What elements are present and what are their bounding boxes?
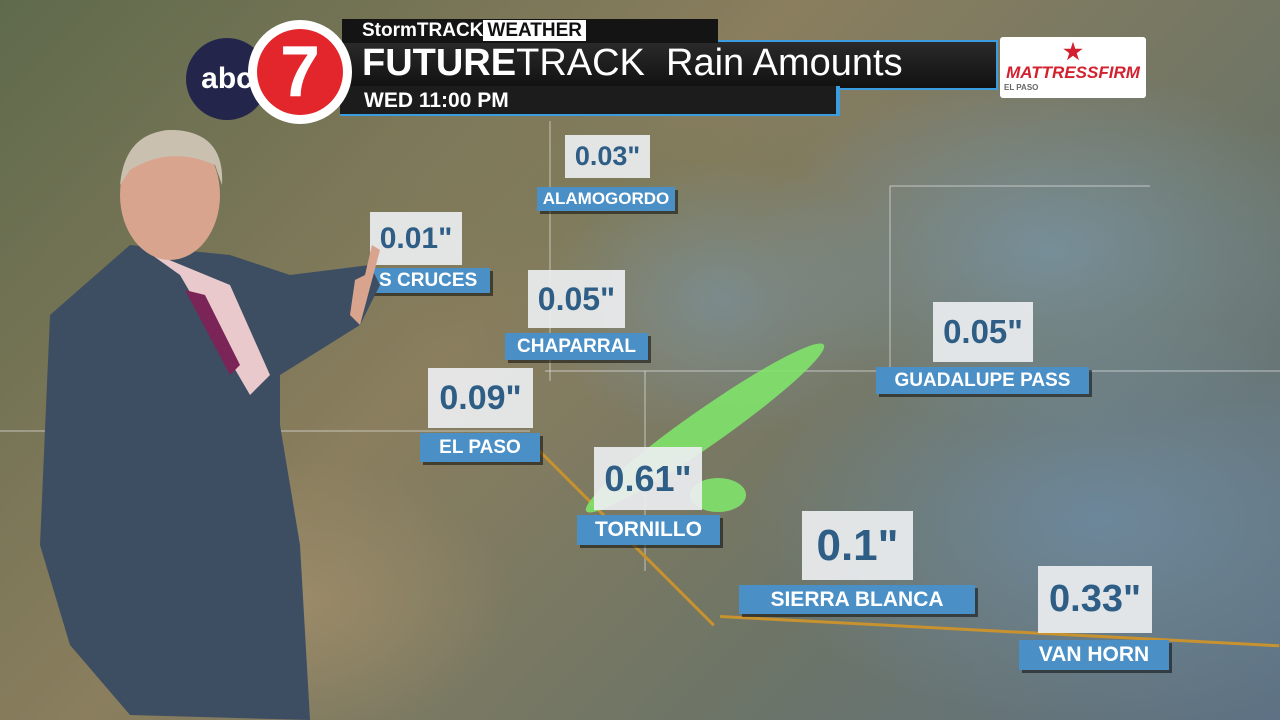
city-label-el-paso: EL PASO [420, 433, 540, 462]
brand-weather: WEATHER [483, 20, 587, 41]
rain-value-chaparral: 0.05" [528, 270, 625, 328]
title-track: TRACK [516, 42, 645, 84]
rain-value-alamogordo: 0.03" [565, 135, 650, 178]
sponsor-name: MATTRESSFIRM [1006, 63, 1140, 82]
title-future: FUTURE [362, 42, 517, 84]
channel-7-logo: 7 [248, 20, 352, 124]
city-label-chaparral: CHAPARRAL [505, 333, 648, 360]
rain-value-sierra-blanca: 0.1" [802, 511, 913, 580]
city-label-guadalupe-pass: GUADALUPE PASS [876, 367, 1089, 394]
city-label-sierra-blanca: SIERRA BLANCA [739, 585, 975, 614]
time-bar [340, 86, 840, 116]
forecast-time: WED 11:00 PM [364, 89, 509, 112]
county-border [890, 185, 1150, 187]
star-icon: ★ [1063, 39, 1083, 64]
sponsor-logo: ★ MATTRESSFIRM EL PASO [1000, 37, 1146, 98]
title-rain-amounts: Rain Amounts [666, 42, 903, 84]
city-label-van-horn: VAN HORN [1019, 640, 1169, 670]
rain-value-tornillo: 0.61" [594, 447, 702, 510]
rain-value-guadalupe-pass: 0.05" [933, 302, 1033, 362]
city-label-alamogordo: ALAMOGORDO [537, 187, 675, 211]
county-border [889, 186, 891, 376]
rain-value-las-cruces: 0.01" [370, 212, 462, 265]
highway [719, 615, 1280, 648]
rain-value-van-horn: 0.33" [1038, 566, 1152, 633]
page-title: FUTURETRACK Rain Amounts [362, 42, 903, 85]
presenter [40, 130, 380, 720]
city-label-tornillo: TORNILLO [577, 515, 720, 545]
sponsor-location: EL PASO [1004, 83, 1039, 92]
brand-storm: StormTRACK [362, 20, 484, 41]
stormtrack-weather-brand: StormTRACK WEATHER [342, 19, 718, 43]
rain-value-el-paso: 0.09" [428, 368, 533, 428]
